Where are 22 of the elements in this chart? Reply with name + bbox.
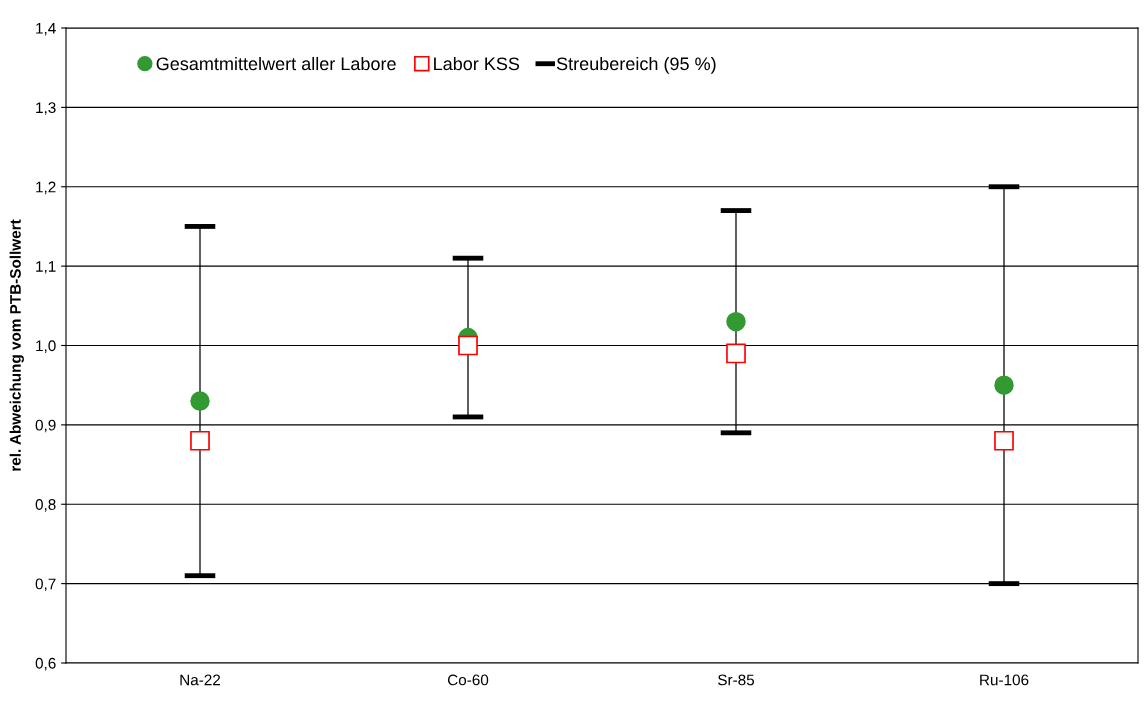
y-tick-label: 1,3 — [36, 102, 56, 115]
point — [190, 391, 210, 411]
y-tick-label: 0,8 — [35, 499, 56, 512]
x-tick-label: Sr-85 — [718, 674, 755, 686]
y-tick-label: 0,6 — [35, 657, 56, 671]
legend-label: Gesamtmittelwert aller Labore — [156, 56, 396, 71]
point — [726, 311, 746, 332]
y-tick-label: 0,9 — [35, 419, 56, 433]
point — [458, 335, 478, 356]
y-axis-title: rel. Abweichung vom PTB-Sollwert — [9, 219, 24, 471]
x-tick-label: Na-22 — [180, 674, 221, 686]
legend-label: Labor KSS — [434, 56, 520, 71]
y-tick-label: 1,2 — [36, 181, 56, 195]
annotation: Streubereich (95 %) — [556, 56, 716, 74]
y-tick-label: 1,1 — [36, 261, 56, 274]
y-tick-label: 1,0 — [36, 340, 56, 353]
x-tick-label: Ru-106 — [980, 674, 1029, 686]
point — [994, 375, 1014, 395]
y-tick-label: 0,7 — [35, 578, 56, 592]
x-tick-label: Co-60 — [447, 674, 489, 686]
point — [726, 343, 746, 364]
y-tick-label: 1,4 — [36, 23, 56, 36]
